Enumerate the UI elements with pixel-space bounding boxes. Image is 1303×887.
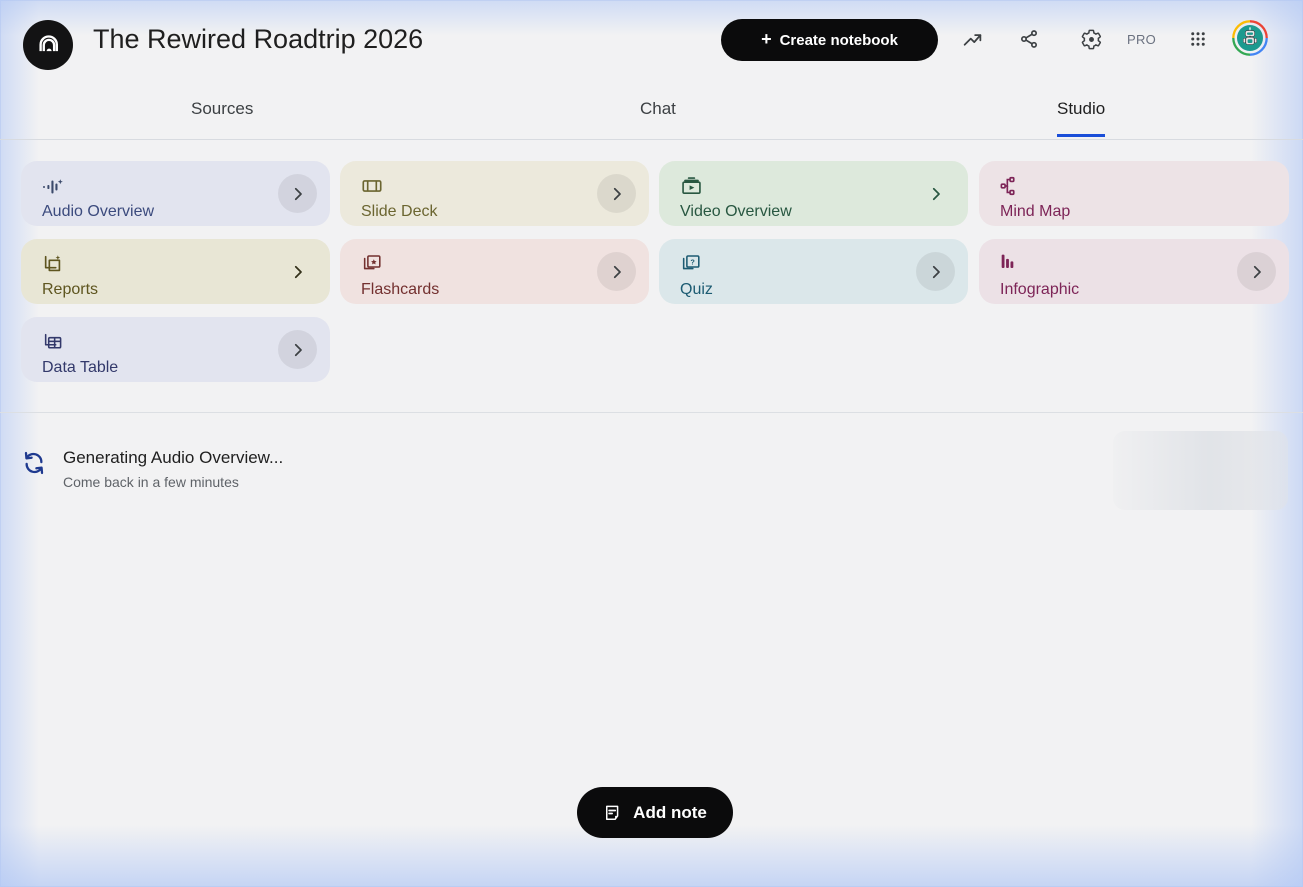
svg-text:?: ?: [690, 258, 695, 267]
